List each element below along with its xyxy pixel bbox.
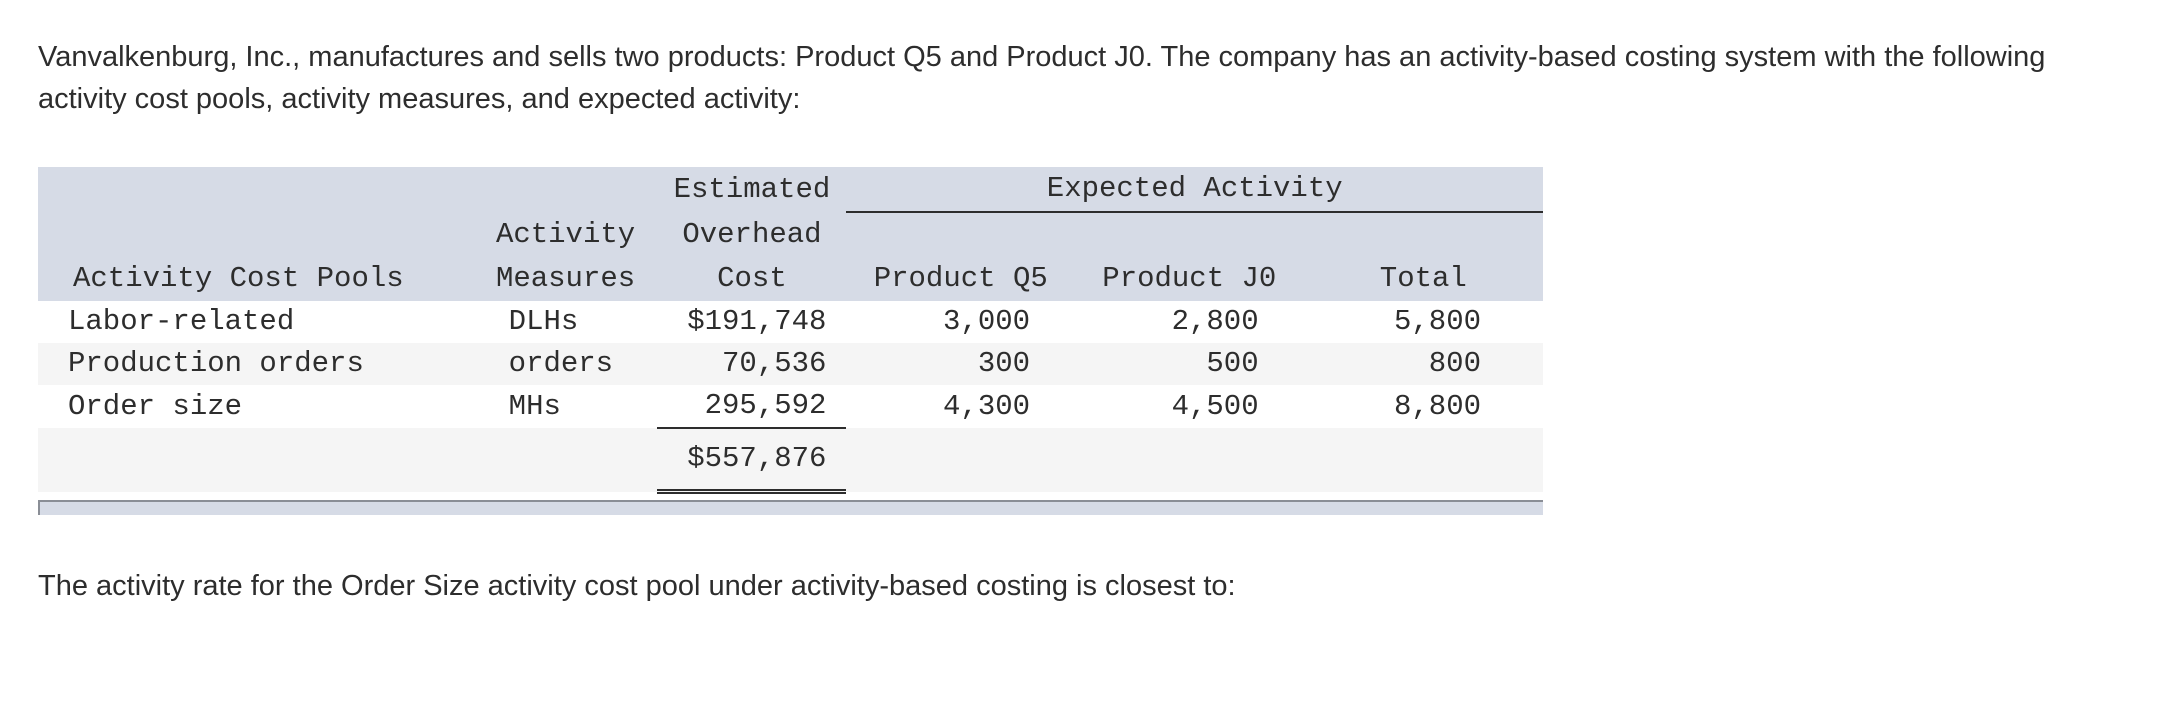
table-header-row-2: Activity Overhead <box>38 212 1543 257</box>
cell-j0: 500 <box>1075 343 1304 385</box>
header-measures: Measures <box>473 257 658 301</box>
table-row: Order size MHs 295,592 4,300 4,500 8,800 <box>38 385 1543 429</box>
header-activity: Activity <box>473 212 658 257</box>
table-row: Labor-related DLHs $191,748 3,000 2,800 … <box>38 301 1543 343</box>
cell-pool: Production orders <box>38 343 474 385</box>
cell-j0: 2,800 <box>1075 301 1304 343</box>
table-row: Production orders orders 70,536 300 500 … <box>38 343 1543 385</box>
table-header-row-3: Activity Cost Pools Measures Cost Produc… <box>38 257 1543 301</box>
question-text: The activity rate for the Order Size act… <box>38 570 1236 602</box>
cell-cost: 295,592 <box>657 385 847 429</box>
header-activity-cost-pools: Activity Cost Pools <box>38 257 474 301</box>
cell-q5: 300 <box>846 343 1076 385</box>
header-cost: Cost <box>657 257 847 301</box>
cell-cost: 70,536 <box>657 343 847 385</box>
cell-measure: DLHs <box>473 301 658 343</box>
cell-pool: Labor-related <box>38 301 474 343</box>
cell-total: 800 <box>1303 343 1543 385</box>
header-product-q5: Product Q5 <box>846 257 1076 301</box>
cell-measure: orders <box>473 343 658 385</box>
table-bottom-bar <box>38 500 1543 515</box>
cell-j0: 4,500 <box>1075 385 1304 428</box>
cell-total: 8,800 <box>1303 385 1543 428</box>
cell-measure: MHs <box>473 385 658 428</box>
cell-q5: 4,300 <box>846 385 1076 428</box>
header-product-j0: Product J0 <box>1075 257 1304 301</box>
activity-cost-table: Estimated Expected Activity Activity Ove… <box>38 167 1543 494</box>
cell-q5: 3,000 <box>846 301 1076 343</box>
cell-cost: $191,748 <box>657 301 847 343</box>
table-header-row-1: Estimated Expected Activity <box>38 167 1543 213</box>
problem-intro-text: Vanvalkenburg, Inc., manufactures and se… <box>38 41 2046 115</box>
cell-total: 5,800 <box>1303 301 1543 343</box>
header-expected-activity: Expected Activity <box>846 167 1543 213</box>
header-estimated: Estimated <box>657 167 847 212</box>
table-total-row: $557,876 <box>38 428 1543 494</box>
header-overhead: Overhead <box>657 212 847 257</box>
cell-pool: Order size <box>38 385 474 428</box>
header-total: Total <box>1303 257 1543 301</box>
cell-grand-total: $557,876 <box>657 428 847 494</box>
activity-cost-table-container: Estimated Expected Activity Activity Ove… <box>38 167 1543 515</box>
